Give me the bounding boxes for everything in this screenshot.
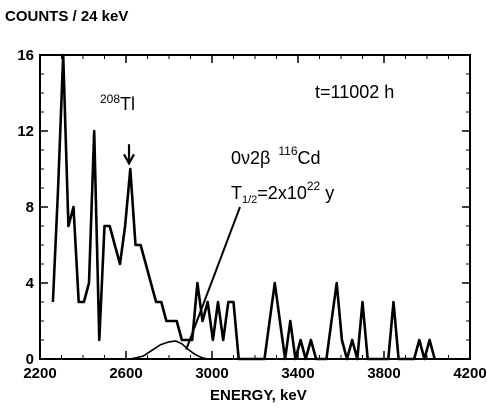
- x-tick-label: 3400: [281, 365, 314, 382]
- y-axis-title: COUNTS / 24 keV: [5, 8, 128, 25]
- y-tick-label: 12: [17, 123, 34, 140]
- annotations: 208Tl t=11002 h 0ν2β 116Cd T1/2=2x1022 y: [100, 82, 394, 350]
- x-tick-label: 2600: [109, 365, 142, 382]
- annotation-halflife-exp: 22: [307, 179, 321, 193]
- axis-ticks: [39, 54, 471, 360]
- x-axis-title: ENERGY, keV: [210, 387, 307, 404]
- x-tick-label: 4200: [453, 365, 486, 382]
- x-tick-label: 2200: [23, 365, 56, 382]
- series-group: [51, 53, 436, 361]
- x-tick-label: 3800: [367, 365, 400, 382]
- annotation-halflife-symbol: T: [231, 183, 242, 203]
- annotation-cd-line2: T1/2=2x1022 y: [231, 179, 334, 206]
- annotation-cd-prefix: 0ν2β: [231, 148, 270, 168]
- y-tick-label: 16: [17, 47, 34, 64]
- annotation-tl-label: 208Tl: [100, 92, 135, 114]
- y-tick-label: 4: [26, 275, 35, 292]
- annotation-time: t=11002 h: [315, 82, 394, 102]
- annotation-cd-mass: 116: [278, 144, 297, 158]
- annotation-halflife-eq: =2x10: [257, 183, 307, 203]
- x-tick-label: 3000: [195, 365, 228, 382]
- annotation-halflife-unit: y: [320, 183, 334, 203]
- axis-tick-labels: 2200 2600 3000 3400 3800 4200 0 4 8 12 16: [17, 47, 486, 382]
- y-tick-label: 8: [26, 199, 34, 216]
- annotation-tl-mass: 208: [100, 92, 120, 106]
- annotation-tl-arrow: [123, 144, 135, 166]
- annotation-cd-line1: 0ν2β 116Cd: [231, 144, 321, 168]
- annotation-tl-isotope: Tl: [120, 94, 135, 114]
- spectrum-series-line: [51, 53, 436, 361]
- annotation-halflife-sub: 1/2: [242, 194, 257, 206]
- annotation-cd-pointer: [185, 206, 241, 350]
- y-tick-label: 0: [26, 351, 34, 368]
- cd-peak-curve: [117, 340, 208, 360]
- annotation-cd-isotope: Cd: [298, 148, 321, 168]
